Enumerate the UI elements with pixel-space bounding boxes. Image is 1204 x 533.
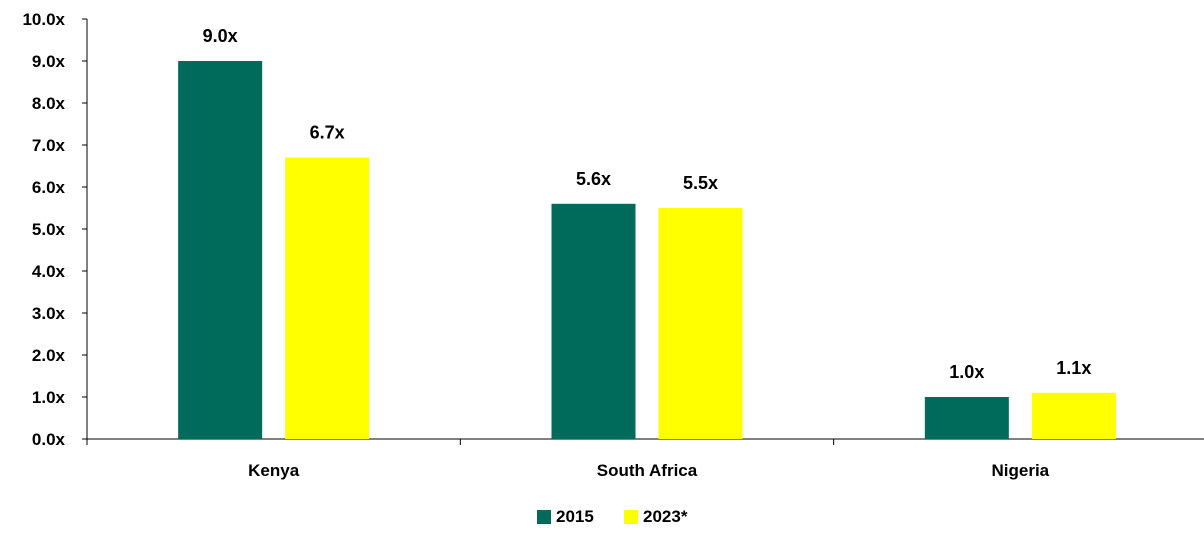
y-tick-label: 1.0x (32, 388, 66, 407)
y-ticks: 0.0x 1.0x 2.0x 3.0x 4.0x 5.0x 6.0x 7.0x 8.0x 9.0x… (22, 10, 87, 449)
bar-data-label: 5.6x (576, 169, 611, 189)
bars (178, 61, 1116, 439)
y-tick-label: 4.0x (32, 262, 66, 281)
bar-2015-kenya (178, 61, 263, 439)
bar-2015-south-africa (551, 203, 636, 439)
legend-label: 2023* (643, 507, 688, 526)
y-tick-label: 3.0x (32, 304, 66, 323)
y-tick-label: 10.0x (22, 10, 65, 29)
legend-swatch (624, 510, 638, 524)
data-labels: 9.0x 5.6x 1.0x 6.7x 5.5x 1.1x (203, 26, 1092, 382)
x-category-label: South Africa (597, 461, 698, 480)
bar-data-label: 9.0x (203, 26, 238, 46)
bar-2015-nigeria (924, 397, 1009, 439)
y-tick-label: 9.0x (32, 52, 66, 71)
y-tick-label: 7.0x (32, 136, 66, 155)
bar-2023-kenya (285, 157, 370, 439)
y-tick-label: 8.0x (32, 94, 66, 113)
y-tick-label: 2.0x (32, 346, 66, 365)
bar-data-label: 1.0x (949, 362, 984, 382)
bar-2023-south-africa (658, 208, 743, 439)
x-category-label: Kenya (248, 461, 300, 480)
bar-data-label: 1.1x (1056, 358, 1091, 378)
x-category-label: Nigeria (992, 461, 1050, 480)
bar-data-label: 5.5x (683, 173, 718, 193)
x-ticks: Kenya South Africa Nigeria (86, 439, 1050, 480)
legend: 2015 2023* (537, 507, 688, 526)
bar-2023-nigeria (1031, 392, 1116, 439)
bar-data-label: 6.7x (310, 123, 345, 143)
legend-swatch (537, 510, 551, 524)
y-tick-label: 5.0x (32, 220, 66, 239)
legend-label: 2015 (556, 507, 594, 526)
y-tick-label: 6.0x (32, 178, 66, 197)
y-tick-label: 0.0x (32, 430, 66, 449)
